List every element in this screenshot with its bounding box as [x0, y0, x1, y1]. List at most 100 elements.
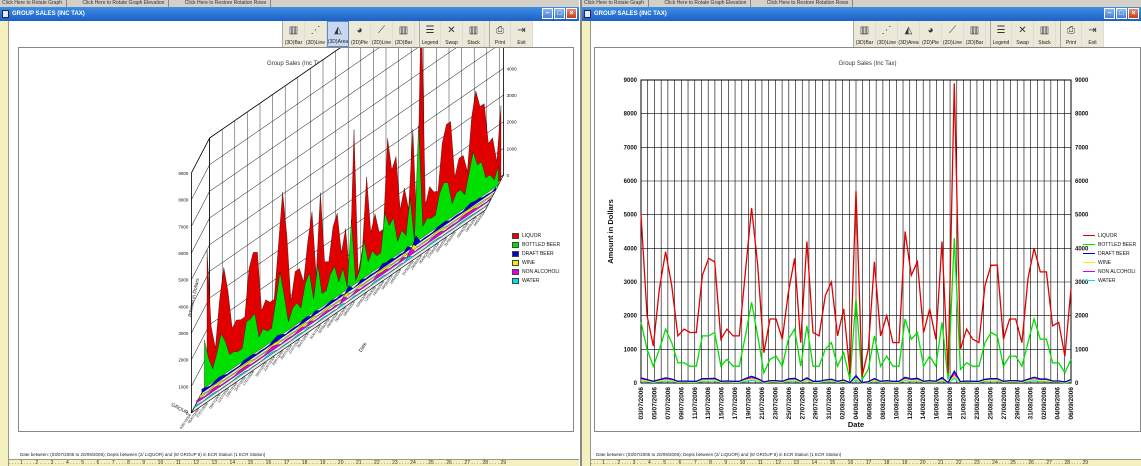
- y-tick-label-right: 3000: [507, 93, 518, 98]
- legend-button[interactable]: ☰ Legend: [990, 21, 1012, 47]
- y-tick-label-right: 2000: [507, 120, 518, 125]
- bar-2d-icon: ▥: [969, 24, 980, 36]
- swap-button[interactable]: ✕ Swap: [441, 21, 463, 47]
- legend-label: WINE: [522, 259, 536, 266]
- bar-3d-icon: ▥: [859, 24, 870, 36]
- printer-icon: ⎙: [496, 24, 504, 36]
- 3dline-button[interactable]: ⋰ (3D)Line: [305, 21, 327, 47]
- y-tick-label-left: 1000: [178, 384, 189, 389]
- area-3d-chart: 0010001000200020003000300040004000500050…: [170, 48, 518, 430]
- y-tick-label-right: 0: [1075, 381, 1079, 387]
- swap-button[interactable]: ✕ Swap: [1012, 21, 1034, 47]
- toolbar-button-label: Print: [1065, 40, 1077, 46]
- x-tick-label: 05/07/2006: [651, 387, 658, 420]
- x-tick-label: 14/08/2006: [920, 387, 927, 420]
- pie-icon: ◕: [356, 24, 363, 36]
- rotate-graph-hint[interactable]: Click Here to Rotate Graph: [584, 0, 650, 7]
- exit-icon: ⇥: [517, 24, 526, 36]
- toolbar-button-label: Stack: [1038, 40, 1051, 46]
- 2dline-button[interactable]: ⟋ (2D)Line: [942, 21, 964, 47]
- maximize-icon[interactable]: □: [554, 8, 565, 19]
- 3dline-button[interactable]: ⋰ (3D)Line: [876, 21, 898, 47]
- toolbar-button-label: Stack: [467, 40, 480, 46]
- horizontal-ruler: . . . . 1 . . . . 2 . . . . 3 . . . . 4 …: [9, 459, 579, 466]
- 3dbar-button[interactable]: ▥ (3D)Bar: [283, 21, 305, 47]
- 2dpie-button[interactable]: ◕ (2D)Pie: [349, 21, 371, 47]
- 2dbar-button[interactable]: ▥ (2D)Bar: [393, 21, 415, 47]
- x-tick-label: 23/08/2006: [974, 387, 981, 420]
- y-tick-label-left: 8000: [178, 198, 189, 203]
- close-icon[interactable]: ×: [566, 8, 577, 19]
- chart-legend: LIQUOR BOTTLED BEER DRAFT BEER WINE NON ALCO…: [512, 231, 560, 285]
- maximize-icon[interactable]: □: [1116, 8, 1127, 19]
- toolbar-button-label: Legend: [992, 40, 1010, 46]
- x-tick-label: 02/08/2006: [840, 387, 847, 420]
- x-tick-label: 03/07/2006: [638, 387, 645, 420]
- 3darea-button[interactable]: ◭ (3D)Area: [898, 21, 920, 47]
- y-tick-label-left: 5000: [178, 278, 189, 283]
- legend-label: NON ALCOHOLI: [522, 268, 560, 275]
- 2dbar-button[interactable]: ▥ (2D)Bar: [964, 21, 986, 47]
- x-axis-label: Date: [848, 420, 864, 429]
- 2dline-button[interactable]: ⟋ (2D)Line: [371, 21, 393, 47]
- legend-icon: ☰: [425, 24, 435, 36]
- 3dbar-button[interactable]: ▥ (3D)Bar: [854, 21, 876, 47]
- legend-swatch: [1083, 279, 1095, 282]
- rotate-elevation-hint[interactable]: Click Here to Rotate Graph Elevation: [82, 0, 170, 7]
- exit-button[interactable]: ⇥ Exit: [511, 21, 533, 47]
- toolbar-button-label: (3D)Line: [876, 40, 897, 46]
- right-chart-window: Click Here to Rotate Graph Click Here to…: [580, 0, 1141, 466]
- area-series-bottled-beer: [204, 125, 499, 389]
- chart-legend: LIQUOR BOTTLED BEER DRAFT BEER WINE NON ALCO…: [1083, 231, 1136, 285]
- area-3d-icon: ◭: [334, 24, 342, 36]
- print-button[interactable]: ⎙ Print: [1060, 21, 1082, 47]
- app-icon: [584, 10, 591, 18]
- chart-frame: Group Sales (Inc Tax) 0 0 1000 1000 2000 2000…: [18, 47, 574, 432]
- toolbar-button-label: (2D)Line: [371, 40, 392, 46]
- close-icon[interactable]: ×: [1128, 8, 1139, 19]
- toolbar-button-label: (3D)Area: [898, 40, 919, 46]
- x-tick-label: 08/08/2006: [880, 387, 887, 420]
- rotation-hint-strip: Click Here to Rotate Graph Click Here to…: [0, 0, 579, 7]
- bar-2d-icon: ▥: [398, 24, 409, 36]
- x-tick-label: 29/08/2006: [1014, 387, 1021, 420]
- toolbar-button-label: (2D)Bar: [394, 40, 413, 46]
- 3darea-button[interactable]: ◭ (3D)Area: [327, 21, 349, 47]
- legend-swatch: [1083, 270, 1095, 273]
- 2dpie-button[interactable]: ◕ (2D)Pie: [920, 21, 942, 47]
- legend-swatch: [512, 250, 519, 257]
- restore-rotation-hint[interactable]: Click Here to Restore Rotation Rows: [185, 0, 272, 7]
- print-button[interactable]: ⎙ Print: [489, 21, 511, 47]
- y-tick-label-right: 9000: [1075, 78, 1089, 84]
- y-tick-label-left: 2000: [178, 358, 189, 363]
- legend-label: BOTTLED BEER: [522, 241, 561, 248]
- rotate-elevation-hint[interactable]: Click Here to Rotate Graph Elevation: [664, 0, 752, 7]
- y-tick-label-right: 8000: [1075, 112, 1089, 118]
- date-filter-text: Date between: (03/07/2006 to 20/09/2006)…: [20, 452, 266, 457]
- stack-button[interactable]: ▥ Stack: [1034, 21, 1056, 47]
- legend-label: DRAFT BEER: [1098, 250, 1130, 257]
- y-tick-label-right: 0: [507, 173, 510, 178]
- app-icon: [2, 10, 9, 18]
- line-2d-chart: 03/07/2006 05/07/2006 07/07/2006 09/07/2006…: [606, 78, 1089, 429]
- x-tick-label: 25/07/2006: [786, 387, 793, 420]
- exit-icon: ⇥: [1088, 24, 1097, 36]
- legend-item: NON ALCOHOLI: [1083, 267, 1136, 276]
- x-tick-label: 19/07/2006: [746, 387, 753, 420]
- line-2d-icon: ⟋: [378, 24, 385, 36]
- x-tick-label: 27/08/2006: [1001, 387, 1008, 420]
- series-line-wine: [640, 375, 1072, 384]
- restore-rotation-hint[interactable]: Click Here to Restore Rotation Rows: [767, 0, 854, 7]
- exit-button[interactable]: ⇥ Exit: [1082, 21, 1104, 47]
- window-titlebar: GROUP SALES (INC TAX) – □ ×: [0, 7, 579, 21]
- left-chart-window: Click Here to Rotate Graph Click Here to…: [0, 0, 579, 466]
- stack-button[interactable]: ▥ Stack: [463, 21, 485, 47]
- legend-item: DRAFT BEER: [512, 249, 560, 258]
- rotate-graph-hint[interactable]: Click Here to Rotate Graph: [2, 0, 68, 7]
- minimize-icon[interactable]: –: [542, 8, 553, 19]
- vertical-ruler: [582, 21, 591, 466]
- x-tick-label: 21/07/2006: [759, 387, 766, 420]
- plot-border: [640, 79, 1072, 384]
- legend-button[interactable]: ☰ Legend: [419, 21, 441, 47]
- minimize-icon[interactable]: –: [1104, 8, 1115, 19]
